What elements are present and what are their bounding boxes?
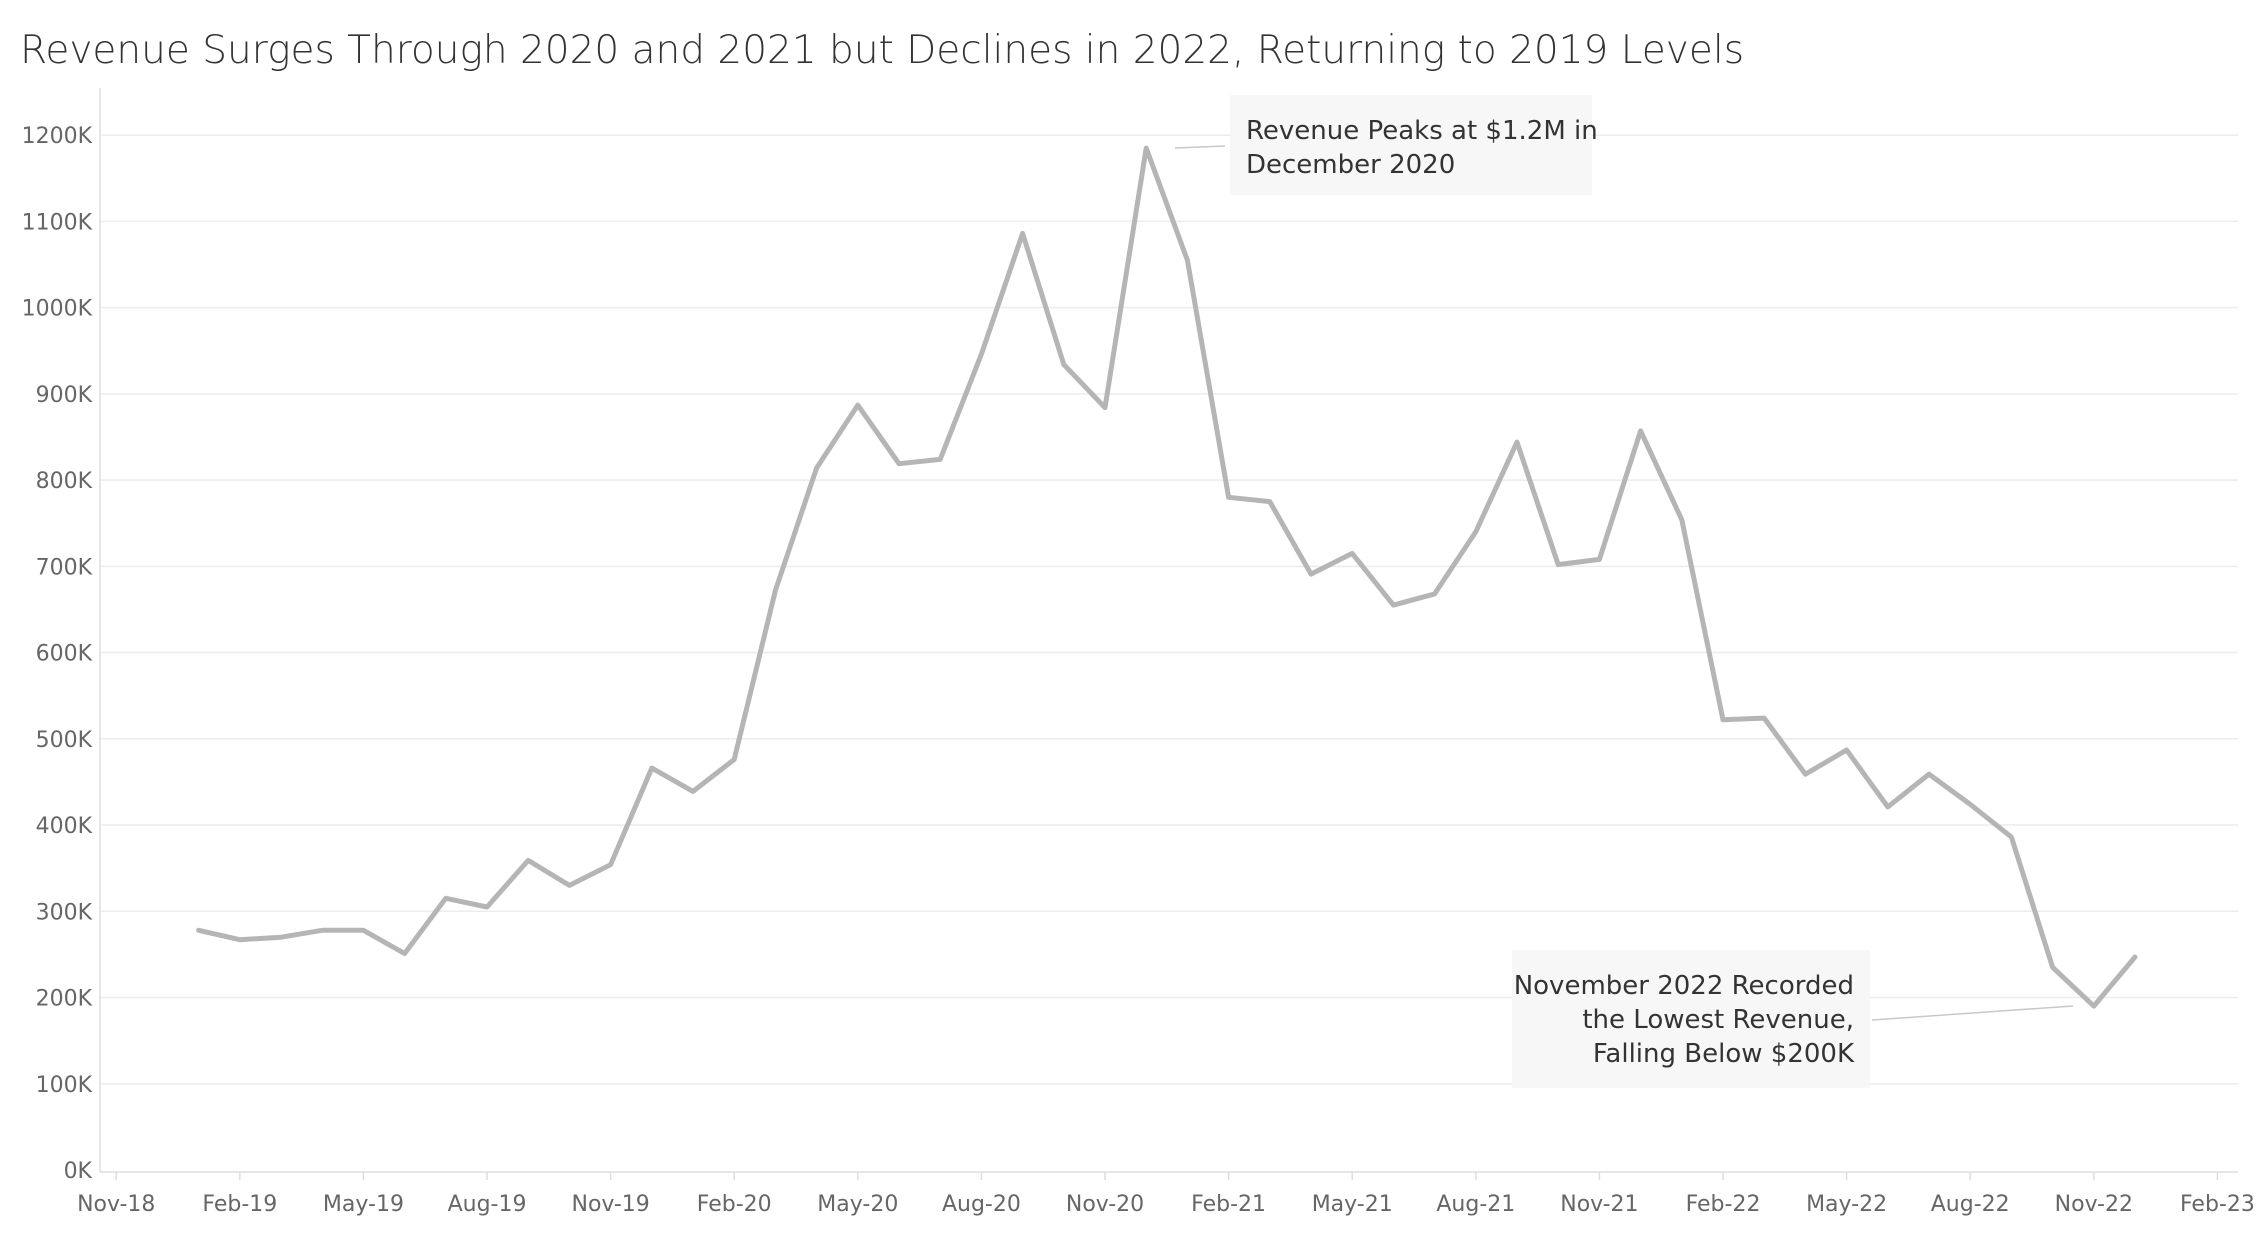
y-tick-label: 400K: [36, 814, 93, 839]
x-tick-label: Nov-18: [77, 1192, 155, 1217]
x-tick-label: Nov-19: [571, 1192, 649, 1217]
x-tick-label: Aug-20: [942, 1192, 1021, 1217]
x-tick-label: Nov-22: [2055, 1192, 2133, 1217]
x-tick-label: May-20: [817, 1192, 898, 1217]
annotation-text-line: Revenue Peaks at $1.2M in: [1246, 116, 1598, 146]
x-axis-tick-labels: Nov-18 Feb-19 May-19 Aug-19 Nov-19 Feb-20 May-…: [77, 1172, 2255, 1217]
x-tick-label: May-21: [1312, 1192, 1393, 1217]
annotation-peak: Revenue Peaks at $1.2M in December 2020: [1174, 95, 1598, 195]
x-tick-label: Nov-20: [1066, 1192, 1144, 1217]
annotation-text-line: the Lowest Revenue,: [1582, 1005, 1854, 1035]
annotation-text-line: November 2022 Recorded: [1514, 971, 1854, 1001]
axes: [99, 88, 2238, 1173]
y-tick-label: 0K: [64, 1159, 93, 1184]
y-tick-label: 100K: [36, 1073, 93, 1098]
y-tick-label: 600K: [36, 642, 93, 667]
x-tick-label: Aug-22: [1931, 1192, 2010, 1217]
x-tick-label: Feb-19: [202, 1192, 277, 1217]
series-layer: [196, 145, 2138, 1009]
y-tick-label: 1100K: [22, 210, 93, 235]
y-axis-tick-labels: 0K 100K 200K 300K 400K 500K 600K 700K 800K 900K 10…: [22, 124, 93, 1184]
y-tick-label: 500K: [36, 728, 93, 753]
x-tick-label: May-22: [1806, 1192, 1887, 1217]
y-tick-label: 1000K: [22, 297, 93, 322]
x-tick-label: Feb-20: [697, 1192, 772, 1217]
annotation-low: November 2022 Recorded the Lowest Revenue…: [1512, 950, 2074, 1088]
annotation-box: [1512, 950, 1870, 1088]
gridlines: [100, 134, 2238, 1085]
annotation-leader-line: [1871, 1005, 2074, 1021]
x-tick-label: Feb-21: [1191, 1192, 1266, 1217]
annotation-text-line: December 2020: [1246, 150, 1455, 180]
x-tick-label: Feb-23: [2180, 1192, 2255, 1217]
x-tick-label: Feb-22: [1686, 1192, 1761, 1217]
x-tick-label: May-19: [323, 1192, 404, 1217]
y-tick-label: 1200K: [22, 124, 93, 149]
annotation-box: [1230, 95, 1592, 195]
y-tick-label: 300K: [36, 900, 93, 925]
y-tick-label: 800K: [36, 469, 93, 494]
annotations: Revenue Peaks at $1.2M in December 2020 No…: [1174, 95, 2074, 1088]
y-tick-label: 200K: [36, 987, 93, 1012]
annotation-text-line: Falling Below $200K: [1593, 1039, 1855, 1069]
annotation-leader-line: [1174, 145, 1226, 149]
chart-title: Revenue Surges Through 2020 and 2021 but…: [20, 28, 1744, 73]
x-tick-label: Nov-21: [1560, 1192, 1638, 1217]
revenue-series-line: [196, 145, 2138, 1009]
x-tick-label: Aug-21: [1436, 1192, 1515, 1217]
y-tick-label: 700K: [36, 555, 93, 580]
x-tick-label: Aug-19: [448, 1192, 527, 1217]
y-tick-label: 900K: [36, 383, 93, 408]
